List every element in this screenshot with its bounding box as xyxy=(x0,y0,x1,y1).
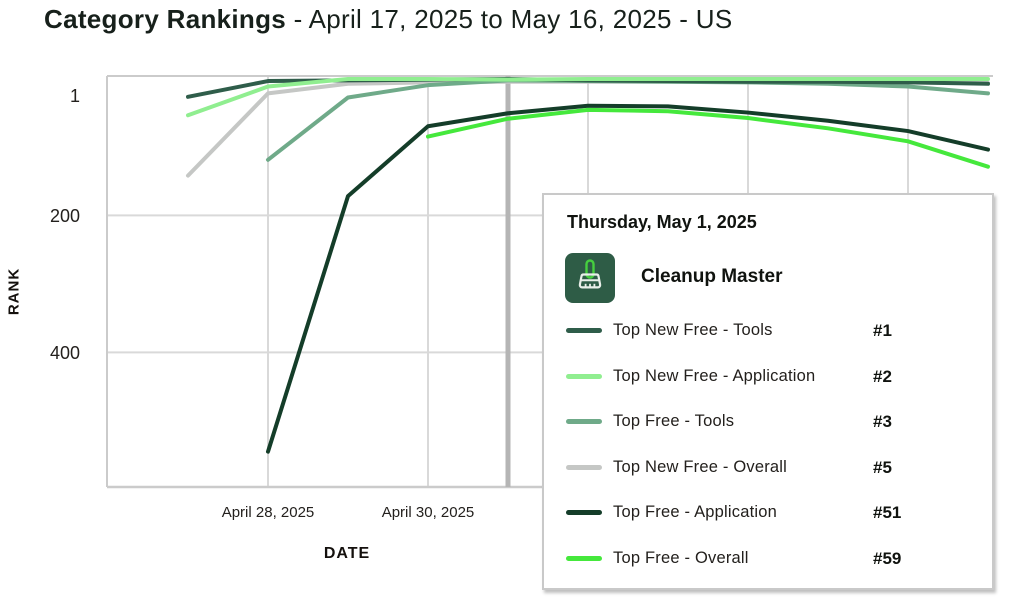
series-color-swatch xyxy=(566,419,602,424)
page-title: Category Rankings - April 17, 2025 to Ma… xyxy=(44,4,732,35)
series-rank-value: #2 xyxy=(873,366,892,386)
x-axis-label: DATE xyxy=(323,545,371,562)
series-color-swatch xyxy=(566,373,602,379)
series-rank-value: #1 xyxy=(873,321,892,340)
y-tick-label: 400 xyxy=(49,343,80,364)
series-line-top-free-tools[interactable] xyxy=(266,78,990,162)
page-title-main: Category Rankings xyxy=(44,4,287,34)
tooltip-series-row: Top Free - Tools #3 xyxy=(566,412,974,432)
series-rank-value: #59 xyxy=(873,548,902,568)
series-line-top-free-application[interactable] xyxy=(266,103,990,454)
series-name-label: Top New Free - Overall xyxy=(613,457,788,476)
series-color-swatch xyxy=(566,464,602,470)
series-name-label: Top Free - Tools xyxy=(613,412,735,430)
tooltip-series-row: Top New Free - Overall #5 xyxy=(566,458,974,478)
series-color-swatch xyxy=(566,555,602,561)
tooltip-date: Thursday, May 1, 2025 xyxy=(567,212,757,232)
x-tick-label: April 28, 2025 xyxy=(221,504,315,521)
series-line-top-free-overall[interactable] xyxy=(426,107,990,169)
y-tick-label: 200 xyxy=(49,206,80,227)
series-rank-value: #3 xyxy=(873,412,892,431)
series-name-label: Top Free - Overall xyxy=(613,548,749,567)
tooltip-series-row: Top New Free - Tools #1 xyxy=(566,321,974,341)
tooltip-series-row: Top Free - Application #51 xyxy=(566,503,974,523)
series-rank-value: #51 xyxy=(873,503,902,522)
page-title-date-range: - April 17, 2025 to May 16, 2025 - US xyxy=(286,4,733,34)
series-color-swatch xyxy=(566,328,602,333)
series-color-swatch xyxy=(566,510,602,515)
x-tick-label: April 30, 2025 xyxy=(381,504,475,521)
tooltip-series-row: Top Free - Overall #59 xyxy=(566,549,974,569)
series-rank-value: #5 xyxy=(873,457,892,477)
chart-tooltip: Thursday, May 1, 2025 Cleanup Master Top… xyxy=(542,193,994,590)
series-line-top-new-free-application[interactable] xyxy=(186,77,990,118)
series-name-label: Top New Free - Application xyxy=(613,366,816,385)
tooltip-series-row: Top New Free - Application #2 xyxy=(566,367,974,387)
y-axis-label: RANK xyxy=(5,267,23,316)
y-tick-label: 1 xyxy=(69,86,80,106)
tooltip-app-name: Cleanup Master xyxy=(641,266,783,287)
broom-icon xyxy=(565,253,615,303)
series-name-label: Top New Free - Tools xyxy=(613,321,773,339)
series-name-label: Top Free - Application xyxy=(613,503,777,521)
